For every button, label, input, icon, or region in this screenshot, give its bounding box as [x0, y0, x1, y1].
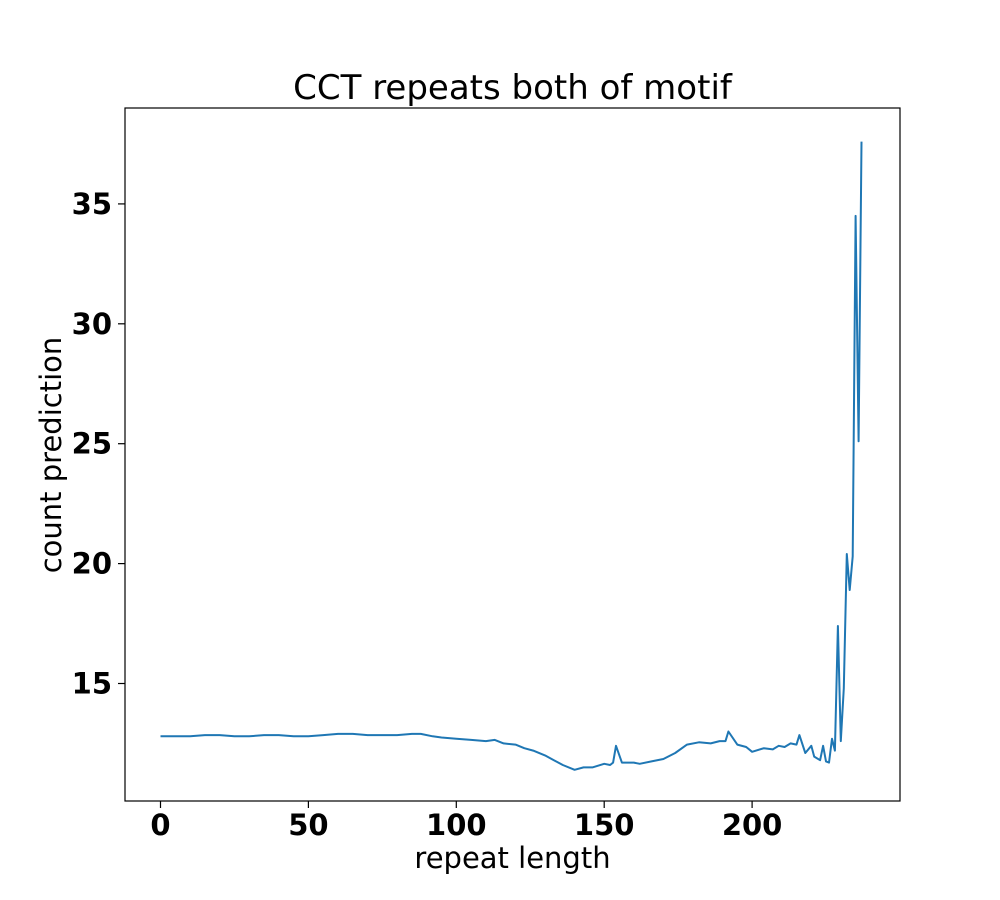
- y-tick-label: 30: [72, 307, 112, 341]
- y-axis-label: count prediction: [34, 337, 68, 574]
- plot-area-frame: [124, 107, 901, 802]
- series-layer: [160, 141, 863, 771]
- x-tick-label: 100: [426, 808, 487, 842]
- x-axis: 0 50 100 150 200: [150, 801, 782, 842]
- y-axis: 15 20 25 30 35: [72, 187, 125, 701]
- y-tick-label: 15: [72, 667, 112, 701]
- y-tick-label: 35: [72, 187, 112, 221]
- x-tick-label: 0: [150, 808, 170, 842]
- y-tick-label: 20: [72, 547, 112, 581]
- x-tick-label: 150: [574, 808, 635, 842]
- x-tick-label: 200: [722, 808, 783, 842]
- series-line: [160, 141, 863, 771]
- x-axis-label: repeat length: [414, 841, 610, 875]
- x-tick-label: 50: [288, 808, 328, 842]
- chart-title: CCT repeats both of motif: [293, 68, 733, 108]
- y-tick-label: 25: [72, 427, 112, 461]
